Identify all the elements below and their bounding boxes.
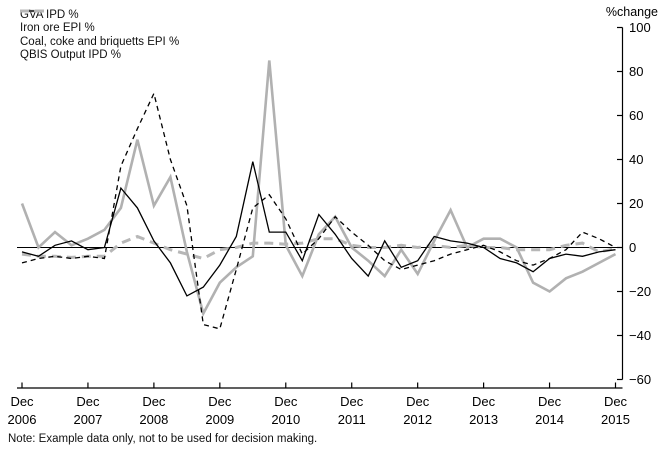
x-tick-label-month: Dec [10, 394, 34, 409]
qbis-line-sample-icon [20, 9, 44, 13]
x-tick-label-year: 2014 [535, 412, 564, 427]
legend-item-iron-ore: Iron ore EPI % [20, 9, 179, 36]
series-line-iron-ore-epi- [20, 60, 617, 318]
legend-label-qbis: QBIS Output IPD % [20, 49, 121, 62]
y-axis-title: %change [606, 5, 658, 19]
x-tick-label-year: 2007 [73, 412, 102, 427]
y-tick-label: −20 [629, 284, 651, 299]
x-tick-label-year: 2009 [205, 412, 234, 427]
x-tick-label-month: Dec [406, 394, 430, 409]
legend-label-iron-ore: Iron ore EPI % [20, 22, 95, 35]
x-tick-label-month: Dec [274, 394, 298, 409]
x-tick-label-month: Dec [472, 394, 496, 409]
x-tick-label-year: 2006 [8, 412, 37, 427]
y-tick-label: 20 [629, 196, 643, 211]
legend-item-coal: Coal, coke and briquetts EPI % [20, 10, 180, 49]
y-tick-label: −40 [629, 328, 651, 343]
x-tick-label-year: 2008 [139, 412, 168, 427]
x-tick-label-month: Dec [340, 394, 364, 409]
y-tick-label: 100 [629, 20, 651, 35]
legend: GVA IPD % Iron ore EPI % Coal, coke and … [20, 8, 179, 62]
x-tick-label-month: Dec [142, 394, 166, 409]
y-tick-label: 0 [629, 240, 636, 255]
y-tick-label: 60 [629, 108, 643, 123]
y-tick-label: 80 [629, 64, 643, 79]
x-tick-label-year: 2010 [271, 412, 300, 427]
x-tick-label-month: Dec [604, 394, 628, 409]
x-tick-label-year: 2013 [469, 412, 498, 427]
chart-note: Note: Example data only, not to be used … [8, 433, 318, 445]
series-line-gva-ipd- [21, 161, 616, 297]
y-tick-label: 40 [629, 152, 643, 167]
series-line-coal-coke-and-briquetts-epi- [21, 91, 616, 330]
x-tick-label-month: Dec [208, 394, 232, 409]
x-tick-label-year: 2015 [601, 412, 630, 427]
x-tick-label-month: Dec [538, 394, 562, 409]
y-tick-label: −60 [629, 372, 651, 387]
x-tick-label-year: 2012 [403, 412, 432, 427]
x-tick-label-month: Dec [76, 394, 100, 409]
x-tick-label-year: 2011 [338, 412, 366, 427]
legend-label-coal: Coal, coke and briquetts EPI % [20, 35, 180, 48]
legend-item-qbis: QBIS Output IPD % [20, 9, 179, 63]
series-line-qbis-output-ipd- [21, 234, 616, 261]
